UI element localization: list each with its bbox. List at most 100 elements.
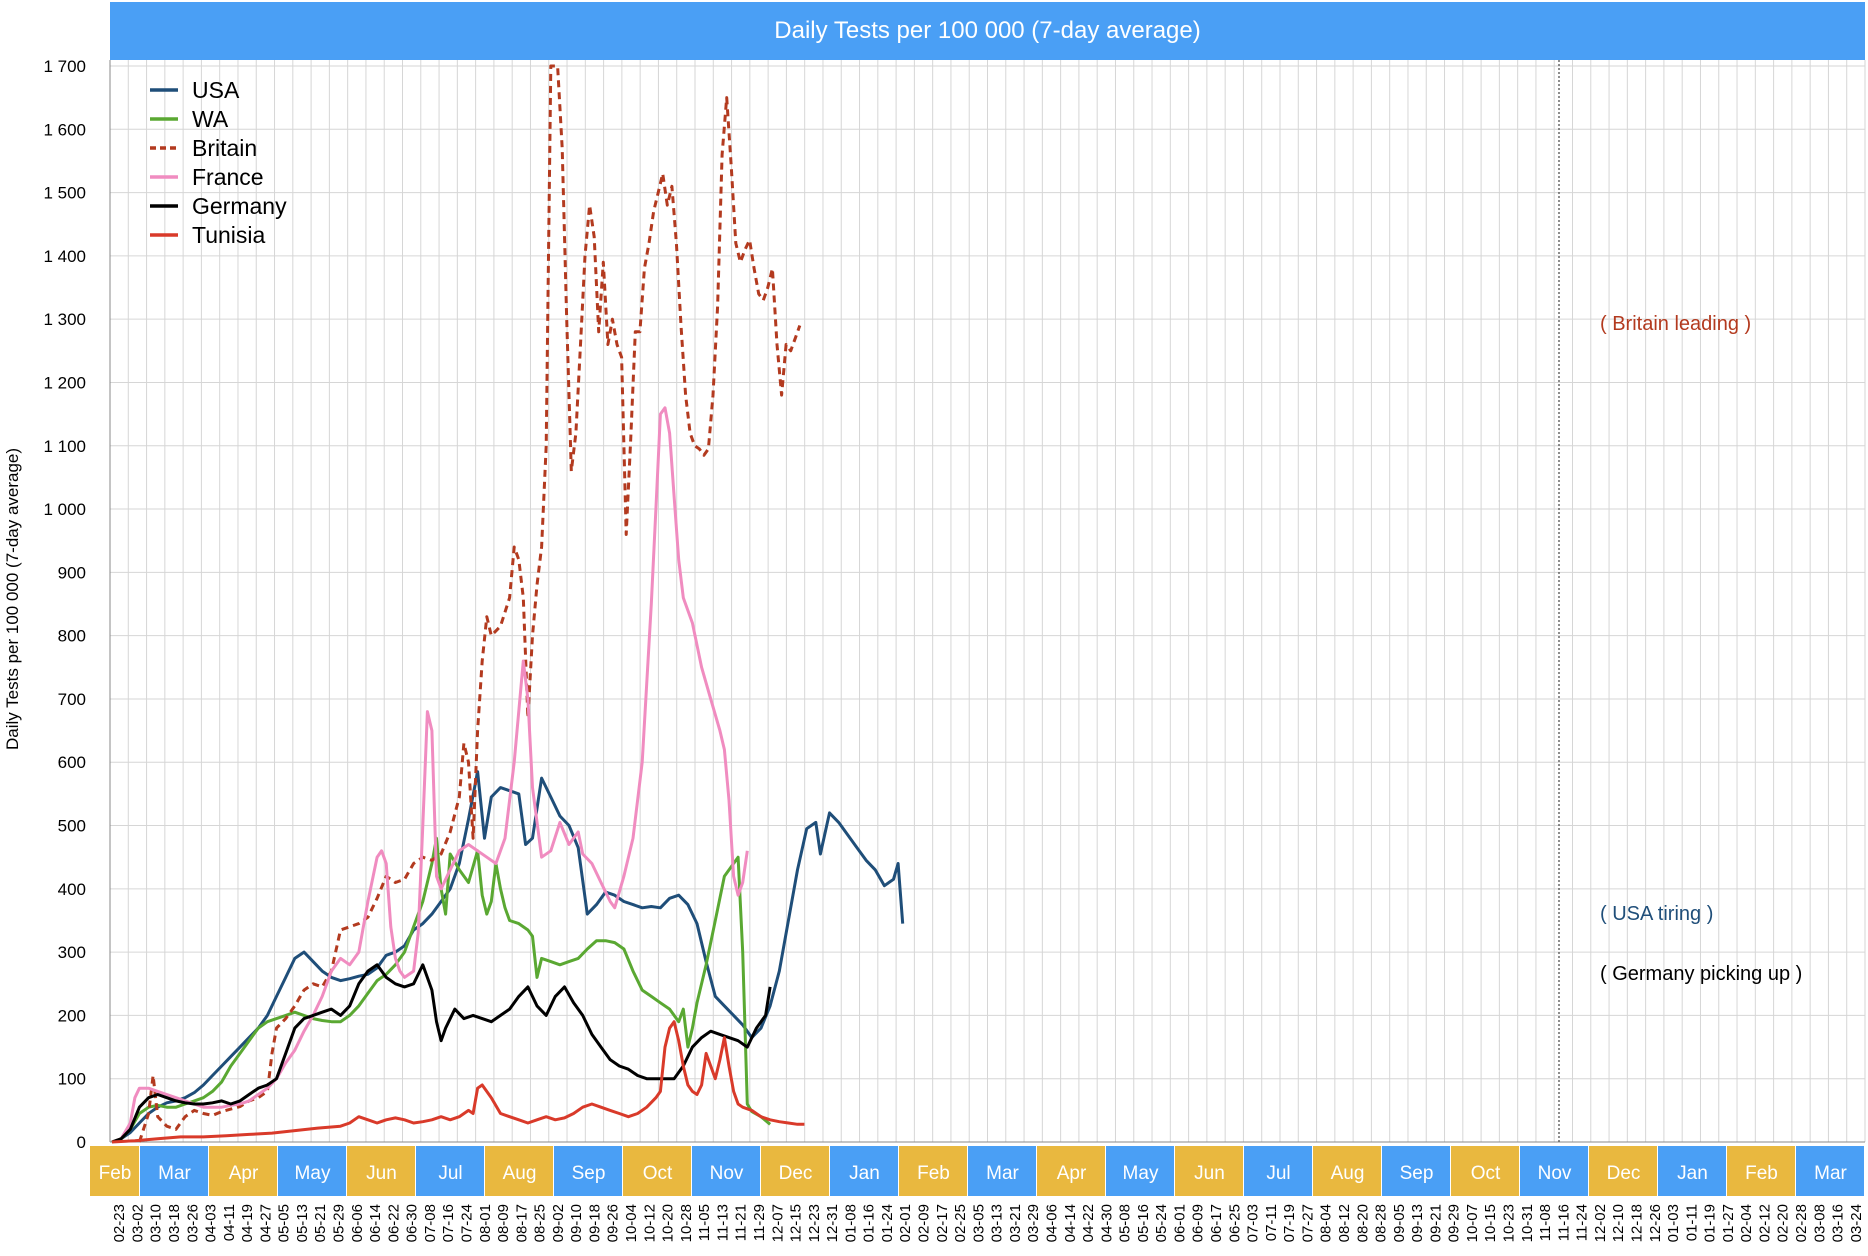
x-tick-label: 12-18 xyxy=(1629,1204,1646,1242)
month-label: Jun xyxy=(1194,1163,1225,1184)
annotation-britain-leading: ( Britain leading ) xyxy=(1600,313,1751,335)
month-block xyxy=(554,1146,622,1196)
month-label: May xyxy=(1123,1163,1159,1184)
x-tick-label: 01-11 xyxy=(1683,1204,1700,1241)
y-tick-label: 700 xyxy=(58,690,86,709)
month-block xyxy=(899,1146,967,1196)
month-block xyxy=(1727,1146,1795,1196)
y-tick-label: 1 100 xyxy=(43,437,86,456)
x-tick-label: 03-24 xyxy=(1848,1204,1865,1242)
month-label: Jul xyxy=(438,1163,462,1184)
y-tick-label: 1 400 xyxy=(43,247,86,266)
series-line-britain xyxy=(137,64,802,1143)
month-label: Apr xyxy=(1057,1163,1087,1184)
x-tick-label: 01-03 xyxy=(1665,1204,1682,1242)
month-label: Mar xyxy=(1814,1163,1847,1184)
x-tick-label: 01-27 xyxy=(1720,1204,1737,1242)
month-label: Feb xyxy=(917,1163,950,1184)
y-tick-label: 500 xyxy=(58,817,86,836)
month-block xyxy=(485,1146,553,1196)
y-tick-label: 0 xyxy=(77,1133,86,1152)
x-tick-label: 03-13 xyxy=(989,1204,1006,1242)
month-block xyxy=(1175,1146,1243,1196)
month-label: Nov xyxy=(1538,1163,1572,1184)
x-tick-label: 07-03 xyxy=(1245,1204,1262,1242)
y-tick-label: 200 xyxy=(58,1006,86,1025)
x-tick-label: 11-08 xyxy=(1537,1204,1554,1241)
legend: USA WA Britain France Germany Tunisia xyxy=(150,77,287,248)
month-label: Sep xyxy=(1400,1163,1434,1184)
x-tick-label: 06-01 xyxy=(1172,1204,1189,1242)
x-tick-label: 02-09 xyxy=(916,1204,933,1242)
month-label: Jun xyxy=(366,1163,397,1184)
y-axis-label: Daily Tests per 100 000 (7-day average) xyxy=(3,448,22,750)
month-label: Dec xyxy=(1607,1163,1641,1184)
month-block xyxy=(347,1146,415,1196)
month-label: Jan xyxy=(849,1163,880,1184)
x-tick-label: 02-23 xyxy=(111,1204,128,1242)
x-tick-label: 10-31 xyxy=(1519,1204,1536,1242)
x-tick-label: 10-28 xyxy=(678,1204,695,1242)
x-tick-label: 06-22 xyxy=(385,1204,402,1242)
month-label: Mar xyxy=(986,1163,1019,1184)
x-tick-label: 08-28 xyxy=(1373,1204,1390,1242)
month-block xyxy=(1244,1146,1312,1196)
x-tick-label: 09-10 xyxy=(568,1204,585,1242)
chart-title: Daily Tests per 100 000 (7-day average) xyxy=(110,2,1865,60)
x-tick-label: 08-25 xyxy=(532,1204,549,1242)
x-tick-label: 11-29 xyxy=(751,1204,768,1241)
x-tick-label: 11-16 xyxy=(1555,1204,1572,1241)
x-tick-label: 06-25 xyxy=(1226,1204,1243,1242)
month-block xyxy=(90,1146,139,1196)
y-tick-label: 300 xyxy=(58,943,86,962)
x-tick-label: 08-12 xyxy=(1336,1204,1353,1242)
x-tick-label: 11-13 xyxy=(714,1204,731,1241)
x-tick-label: 02-17 xyxy=(934,1204,951,1242)
x-tick-label: 03-10 xyxy=(148,1204,165,1242)
legend-label-britain: Britain xyxy=(192,135,257,161)
month-label: Oct xyxy=(1471,1163,1501,1184)
x-tick-label: 06-09 xyxy=(1190,1204,1207,1242)
x-tick-label: 01-16 xyxy=(861,1204,878,1242)
y-tick-label: 1 300 xyxy=(43,310,86,329)
x-tick-label: 03-16 xyxy=(1830,1204,1847,1242)
y-tick-label: 1 600 xyxy=(43,120,86,139)
month-label: Dec xyxy=(779,1163,813,1184)
x-tick-label: 09-05 xyxy=(1391,1204,1408,1242)
x-tick-label: 04-30 xyxy=(1098,1204,1115,1242)
month-label: Sep xyxy=(572,1163,606,1184)
x-tick-label: 12-23 xyxy=(806,1204,823,1242)
x-tick-label: 11-05 xyxy=(696,1204,713,1241)
x-tick-label: 01-08 xyxy=(842,1204,859,1242)
legend-label-usa: USA xyxy=(192,77,240,103)
x-tick-label: 02-12 xyxy=(1757,1204,1774,1242)
y-tick-label: 1 200 xyxy=(43,373,86,392)
x-tick-label: 10-23 xyxy=(1501,1204,1518,1242)
x-tick-label: 07-08 xyxy=(422,1204,439,1242)
x-tick-label: 01-19 xyxy=(1702,1204,1719,1242)
x-tick-label: 07-16 xyxy=(440,1204,457,1242)
x-tick-label: 06-06 xyxy=(349,1204,366,1242)
x-tick-label: 02-04 xyxy=(1738,1204,1755,1242)
y-tick-label: 400 xyxy=(58,880,86,899)
x-tick-label: 02-01 xyxy=(897,1204,914,1242)
month-label: Aug xyxy=(1331,1163,1365,1184)
series-line-usa xyxy=(111,770,905,1144)
x-tick-label: 12-10 xyxy=(1610,1204,1627,1242)
series-line-wa xyxy=(111,836,772,1144)
series-line-tunisia xyxy=(111,1020,805,1144)
x-tick-label: 02-20 xyxy=(1775,1204,1792,1242)
x-tick-label: 07-24 xyxy=(459,1204,476,1242)
x-tick-label: 02-25 xyxy=(952,1204,969,1242)
month-block xyxy=(1037,1146,1105,1196)
month-label: Aug xyxy=(503,1163,537,1184)
x-axis-date-labels: 02-23 03-02 03-10 03-18 03-26 04-03 04-11 04-19… xyxy=(111,1204,1865,1242)
x-tick-label: 05-08 xyxy=(1117,1204,1134,1242)
x-tick-label: 06-14 xyxy=(367,1204,384,1242)
x-tick-label: 08-17 xyxy=(513,1204,530,1242)
x-tick-label: 02-28 xyxy=(1793,1204,1810,1242)
month-label: Oct xyxy=(643,1163,673,1184)
x-tick-label: 06-30 xyxy=(404,1204,421,1242)
month-bar: Feb Mar Apr May Jun Jul Aug Sep Oct Nov Dec Jan Feb M… xyxy=(90,1146,1864,1196)
x-tick-label: 09-13 xyxy=(1409,1204,1426,1242)
